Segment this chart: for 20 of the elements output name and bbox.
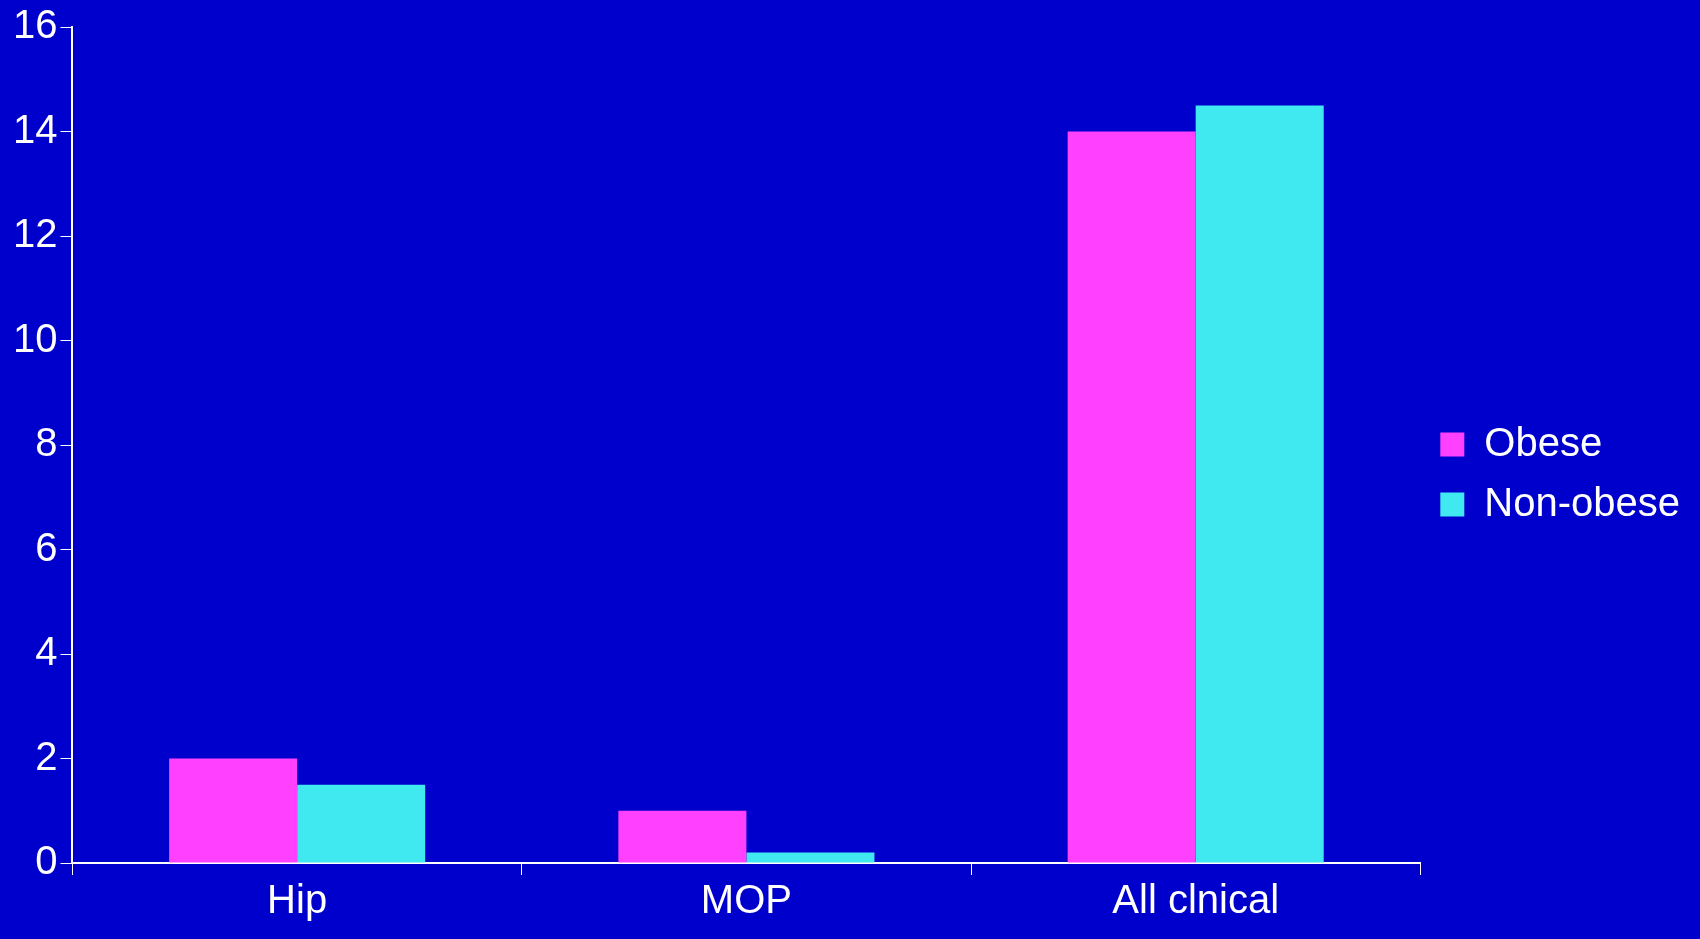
y-tick-label: 16 (12, 2, 58, 47)
y-tick-label: 6 (35, 524, 58, 569)
bar (618, 810, 747, 863)
bar (1195, 105, 1324, 863)
y-tick-label: 4 (35, 629, 58, 674)
bar (297, 784, 426, 863)
y-tick-label: 14 (12, 106, 58, 151)
y-tick-label: 12 (12, 211, 58, 256)
y-tick-label: 2 (35, 733, 58, 778)
x-tick-label: Hip (267, 877, 328, 922)
bar (746, 852, 875, 863)
legend-label: Non-obese (1484, 479, 1680, 524)
bar (169, 758, 298, 863)
x-tick-label: All clnical (1112, 877, 1280, 922)
y-tick-label: 10 (12, 315, 58, 360)
y-tick-label: 8 (35, 420, 58, 465)
x-tick-label: MOP (700, 877, 792, 922)
y-tick-label: 0 (35, 838, 58, 883)
legend-label: Obese (1484, 419, 1603, 464)
bar (1067, 131, 1196, 863)
